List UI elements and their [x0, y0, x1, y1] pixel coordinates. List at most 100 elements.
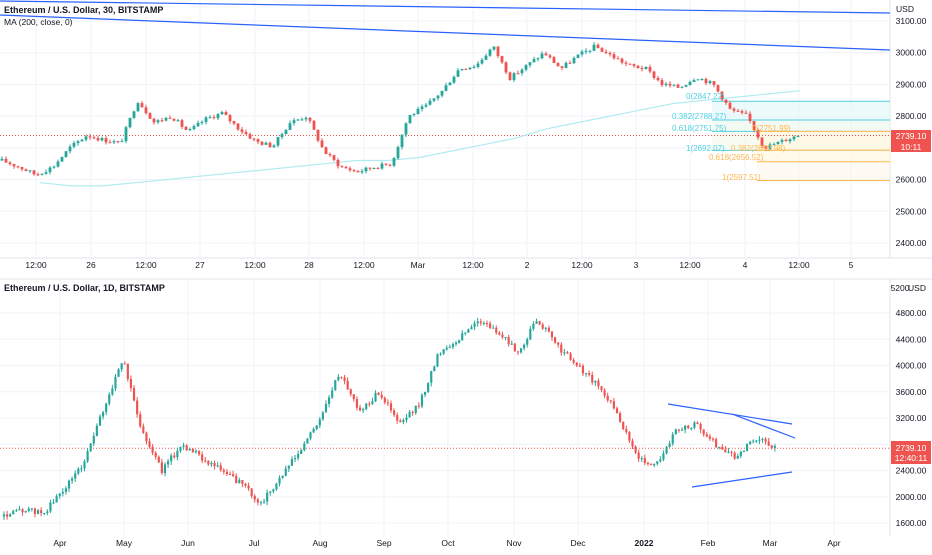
bottom-candle — [430, 371, 433, 383]
bottom-candle — [46, 511, 49, 514]
bottom-x-tick-label: Mar — [763, 538, 778, 548]
bottom-candle — [631, 440, 634, 447]
top-candle — [8, 162, 12, 165]
top-candle — [264, 142, 268, 145]
top-candle — [764, 145, 768, 150]
bottom-candle — [739, 451, 742, 457]
bottom-candle — [492, 327, 495, 329]
bottom-candle — [309, 432, 312, 439]
top-countdown: 10:11 — [901, 142, 922, 152]
ma-200-line — [39, 90, 801, 187]
top-candle — [728, 102, 732, 109]
bottom-candle — [368, 403, 371, 405]
bottom-candle — [764, 438, 767, 442]
bottom-candle — [256, 499, 259, 503]
fib-orange-0: 0(2751.99) — [752, 124, 791, 133]
top-candle — [408, 114, 412, 124]
bottom-candle — [482, 323, 485, 325]
top-candle — [224, 112, 228, 116]
top-x-tick-label: 12:00 — [462, 260, 484, 270]
top-candle — [644, 66, 648, 69]
bottom-candle — [117, 369, 120, 377]
top-candle — [56, 161, 60, 167]
bottom-candle — [207, 460, 210, 465]
bottom-candle — [427, 382, 430, 392]
top-candle — [752, 121, 756, 131]
top-trendline-upper — [0, 0, 891, 14]
top-candle — [504, 62, 508, 73]
bottom-candle — [123, 363, 126, 365]
bottom-candle — [98, 416, 102, 426]
bottom-candle — [433, 366, 436, 372]
top-candle — [696, 79, 700, 81]
top-candle — [624, 62, 628, 64]
bottom-candle — [476, 321, 479, 324]
top-candle — [196, 122, 200, 127]
top-candle — [516, 73, 520, 75]
bottom-candle — [139, 414, 142, 427]
top-candle — [276, 137, 280, 146]
top-candle — [124, 127, 128, 142]
top-candle — [12, 164, 16, 167]
bottom-candle — [634, 446, 637, 453]
bottom-candle — [324, 403, 328, 413]
bottom-candle — [680, 429, 684, 431]
top-candle — [32, 170, 36, 175]
bottom-candle — [423, 391, 427, 395]
top-candle — [216, 114, 220, 119]
top-candle — [568, 62, 572, 64]
bottom-x-tick-label: 2022 — [635, 538, 654, 548]
bottom-candle — [677, 429, 681, 431]
top-candle — [748, 113, 752, 122]
bottom-candle — [495, 327, 498, 333]
bottom-y-tick-label: 1600.00 — [896, 518, 927, 528]
top-candle — [192, 126, 196, 130]
bottom-candle — [510, 343, 513, 345]
bottom-candle — [439, 353, 442, 355]
top-candle — [68, 146, 72, 152]
bottom-candle — [9, 514, 12, 517]
bottom-candle — [411, 411, 414, 413]
top-candle — [0, 158, 4, 161]
top-candle — [472, 66, 476, 68]
bottom-candle — [176, 450, 179, 458]
bottom-candle — [668, 443, 671, 447]
top-candle — [540, 53, 544, 59]
bottom-y-tick-label: 5200 — [891, 283, 910, 293]
bottom-candle — [414, 405, 417, 413]
bottom-candle — [473, 323, 476, 328]
bottom-x-tick-label: May — [116, 538, 133, 548]
bottom-candle — [563, 352, 566, 354]
top-candle — [108, 142, 112, 144]
bottom-candle — [290, 459, 294, 466]
bottom-y-tick-label: 4400.00 — [896, 334, 927, 344]
bottom-candle — [513, 343, 516, 352]
bottom-price-label: 2739.10 — [896, 443, 927, 453]
top-candle — [508, 72, 512, 81]
bottom-candle — [297, 454, 300, 459]
bottom-candle — [625, 429, 628, 433]
bottom-y-tick-label: 4000.00 — [896, 361, 927, 371]
bottom-candle — [185, 445, 188, 451]
top-candle — [428, 100, 432, 105]
bottom-candle — [714, 439, 718, 448]
fib-blue-zone — [712, 119, 890, 132]
top-candle — [44, 172, 48, 174]
bottom-candle — [572, 359, 575, 363]
bottom-candle — [600, 386, 603, 391]
bottom-candle — [201, 454, 204, 461]
bottom-candle — [21, 509, 24, 513]
top-x-tick-label: Mar — [411, 260, 426, 270]
bottom-candle — [12, 510, 15, 515]
top-candle — [756, 130, 760, 138]
bottom-candle — [371, 401, 374, 405]
top-candle — [304, 117, 308, 120]
bottom-candle — [662, 453, 665, 460]
bottom-candle — [222, 470, 225, 472]
bottom-candle — [420, 394, 424, 407]
top-candle — [280, 134, 284, 138]
top-candle — [160, 120, 164, 122]
top-candle — [220, 112, 224, 115]
top-x-tick-label: 26 — [86, 260, 96, 270]
top-candle — [300, 119, 304, 121]
